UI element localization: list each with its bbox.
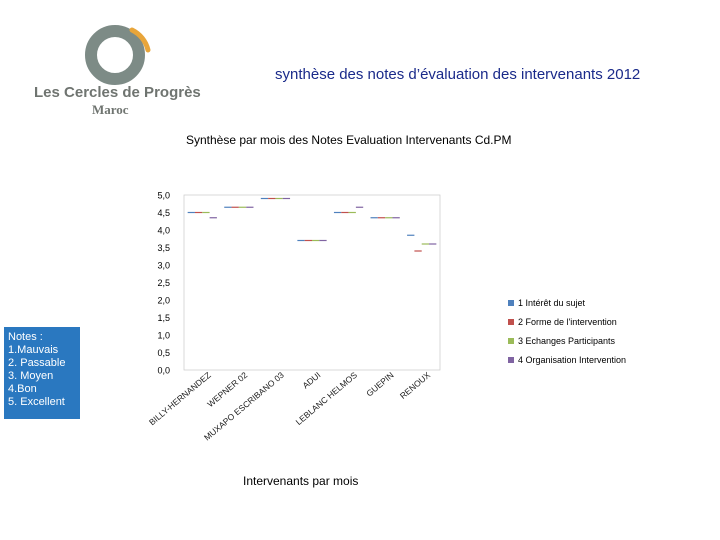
legend-item: 3 Echanges Participants bbox=[508, 331, 626, 350]
logo-ring-icon bbox=[85, 25, 145, 85]
y-tick-label: 2,0 bbox=[157, 296, 170, 306]
y-tick-label: 0,0 bbox=[157, 366, 170, 376]
y-tick-label: 4,5 bbox=[157, 208, 170, 218]
legend-label: 4 Organisation Intervention bbox=[518, 354, 627, 365]
y-tick-label: 0,5 bbox=[157, 348, 170, 358]
notes-heading: Notes : bbox=[8, 331, 43, 343]
logo-name: Les Cercles de Progrès bbox=[34, 84, 201, 101]
legend-item: 2 Forme de l'intervention bbox=[508, 312, 626, 331]
legend-swatch bbox=[508, 318, 514, 325]
y-tick-label: 4,0 bbox=[157, 226, 170, 236]
chart-plot: 0,0 0,5 1,0 1,5 2,0 2,5 3,0 3,5 4,0 4,5 5,0 BILLY-H… bbox=[147, 191, 441, 443]
y-tick-label: 2,5 bbox=[157, 278, 170, 288]
y-tick-label: 3,5 bbox=[157, 243, 170, 253]
x-axis-title: Intervenants par mois bbox=[243, 474, 359, 488]
notes-item: 3. Moyen bbox=[8, 370, 54, 382]
legend-swatch bbox=[508, 299, 514, 306]
legend-label: 2 Forme de l'intervention bbox=[518, 316, 617, 327]
notes-item: 5. Excellent bbox=[8, 396, 65, 408]
legend-item: 1 Intérêt du sujet bbox=[508, 293, 626, 312]
logo-accent-icon bbox=[129, 27, 151, 53]
x-tick-label: BILLY-HERNANDEZ bbox=[147, 370, 213, 427]
y-tick-label: 5,0 bbox=[157, 191, 170, 201]
logo-mark-icon bbox=[85, 25, 151, 85]
y-tick-label: 1,5 bbox=[157, 313, 170, 323]
y-tick-label: 3,0 bbox=[157, 261, 170, 271]
legend-label: 1 Intérêt du sujet bbox=[518, 297, 586, 308]
legend-swatch bbox=[508, 337, 514, 344]
x-tick-label: RENOUX bbox=[398, 370, 433, 401]
notes-item: 2. Passable bbox=[8, 357, 66, 369]
plot-area-border bbox=[183, 194, 441, 371]
page-title: synthèse des notes d’évaluation des inte… bbox=[275, 66, 641, 83]
x-tick-label: ADUI bbox=[300, 370, 322, 391]
chart-legend: 1 Intérêt du sujet 2 Forme de l'intervent… bbox=[508, 293, 626, 369]
notes-legend-box: Notes : 1.Mauvais 2. Passable 3. Moyen 4… bbox=[4, 327, 80, 419]
legend-swatch bbox=[508, 356, 514, 363]
notes-item: 4.Bon bbox=[8, 383, 37, 395]
legend-label: 3 Echanges Participants bbox=[518, 335, 616, 346]
x-tick-label: GUEPIN bbox=[364, 370, 395, 399]
y-tick-label: 1,0 bbox=[157, 331, 170, 341]
logo-sub: Maroc bbox=[92, 102, 129, 117]
legend-item: 4 Organisation Intervention bbox=[508, 350, 626, 369]
x-tick-label: LEBLANC HELMOS bbox=[294, 370, 360, 427]
chart-title: Synthèse par mois des Notes Evaluation I… bbox=[186, 133, 512, 147]
notes-item: 1.Mauvais bbox=[8, 344, 59, 356]
